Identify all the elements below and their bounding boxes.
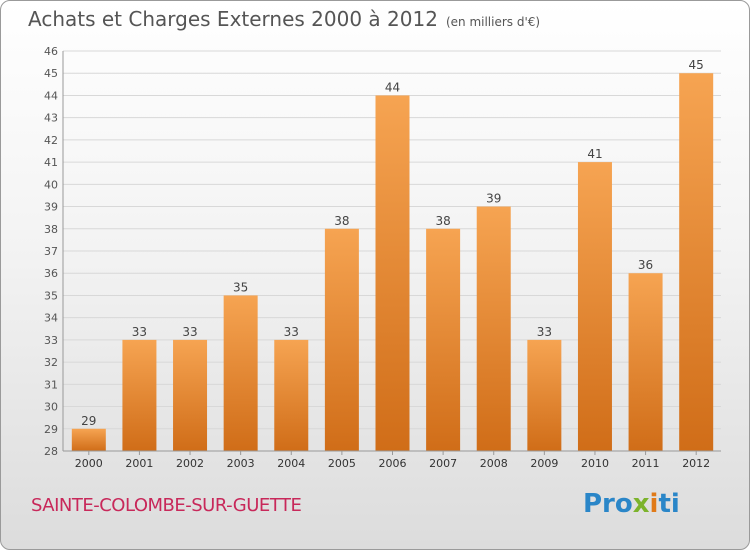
bar-value-label: 29	[81, 414, 96, 428]
y-tick-label: 39	[44, 201, 58, 214]
y-tick-label: 30	[44, 401, 58, 414]
x-tick-label: 2006	[379, 457, 407, 470]
y-tick-label: 32	[44, 356, 58, 369]
x-tick-label: 2002	[176, 457, 204, 470]
bar	[122, 339, 157, 451]
y-tick-label: 35	[44, 289, 58, 302]
location-name: SAINTE-COLOMBE-SUR-GUETTE	[31, 495, 302, 516]
bar-chart: 28 29 30 31 32 33 34 35 36 37 38 39 40 41 42 43 44 45 46 2…	[44, 45, 721, 470]
bar	[527, 339, 562, 451]
bar-value-label: 39	[486, 192, 501, 206]
logo-part: x	[632, 489, 650, 519]
proxiti-logo: Proxiti	[583, 489, 680, 519]
bar-value-label: 36	[638, 258, 653, 272]
y-tick-label: 43	[44, 112, 58, 125]
bar	[375, 95, 410, 451]
y-axis: 28 29 30 31 32 33 34 35 36 37 38 39 40 41 42 43 44 45 46	[44, 45, 64, 458]
bar	[324, 228, 359, 451]
x-tick-label: 2003	[227, 457, 255, 470]
y-tick-label: 42	[44, 134, 58, 147]
y-tick-label: 29	[44, 423, 58, 436]
chart-title: Achats et Charges Externes 2000 à 2012 (e…	[28, 7, 540, 31]
bar-value-label: 44	[385, 80, 400, 94]
x-tick-label: 2010	[581, 457, 609, 470]
x-tick-label: 2007	[429, 457, 457, 470]
y-tick-label: 40	[44, 178, 58, 191]
bar-value-label: 33	[132, 325, 147, 339]
bar	[223, 295, 258, 451]
logo-part: ti	[658, 489, 680, 519]
bar-value-label: 33	[537, 325, 552, 339]
x-tick-label: 2004	[277, 457, 305, 470]
chart-title-text: Achats et Charges Externes 2000 à 2012	[28, 7, 438, 31]
y-tick-label: 37	[44, 245, 58, 258]
y-tick-label: 44	[44, 89, 58, 102]
x-tick-label: 2012	[682, 457, 710, 470]
x-tick-label: 2008	[480, 457, 508, 470]
x-tick-label: 2001	[125, 457, 153, 470]
y-tick-label: 36	[44, 267, 58, 280]
bar	[476, 206, 511, 451]
logo-part: i	[649, 489, 659, 519]
x-tick-label: 2000	[75, 457, 103, 470]
y-tick-label: 34	[44, 312, 58, 325]
bar	[173, 339, 208, 451]
y-tick-label: 45	[44, 67, 58, 80]
y-tick-label: 33	[44, 334, 58, 347]
y-tick-label: 31	[44, 378, 58, 391]
y-tick-label: 46	[44, 45, 58, 58]
y-tick-label: 38	[44, 223, 58, 236]
bar	[274, 339, 309, 451]
bar	[426, 228, 461, 451]
bar-value-label: 38	[435, 214, 450, 228]
y-tick-label: 28	[44, 445, 58, 458]
bar-value-label: 45	[689, 58, 704, 72]
chart-unit: (en milliers d'€)	[445, 15, 541, 29]
bar	[628, 273, 663, 451]
bar-value-label: 41	[587, 147, 602, 161]
y-tick-label: 41	[44, 156, 58, 169]
bar-value-label: 33	[182, 325, 197, 339]
bars: 29 33 33 35 33 38 44 38 39 33 41 36 45	[71, 58, 714, 451]
bar	[679, 73, 714, 451]
x-axis: 2000 2001 2002 2003 2004 2005 2006 2007 2008 2009…	[63, 450, 721, 470]
logo-part: Pro	[583, 489, 633, 519]
bar-value-label: 38	[334, 214, 349, 228]
bar-value-label: 33	[284, 325, 299, 339]
bar	[71, 428, 106, 451]
x-tick-label: 2009	[530, 457, 558, 470]
bar-value-label: 35	[233, 280, 248, 294]
bar	[577, 162, 612, 451]
x-tick-label: 2005	[328, 457, 356, 470]
x-tick-label: 2011	[632, 457, 660, 470]
